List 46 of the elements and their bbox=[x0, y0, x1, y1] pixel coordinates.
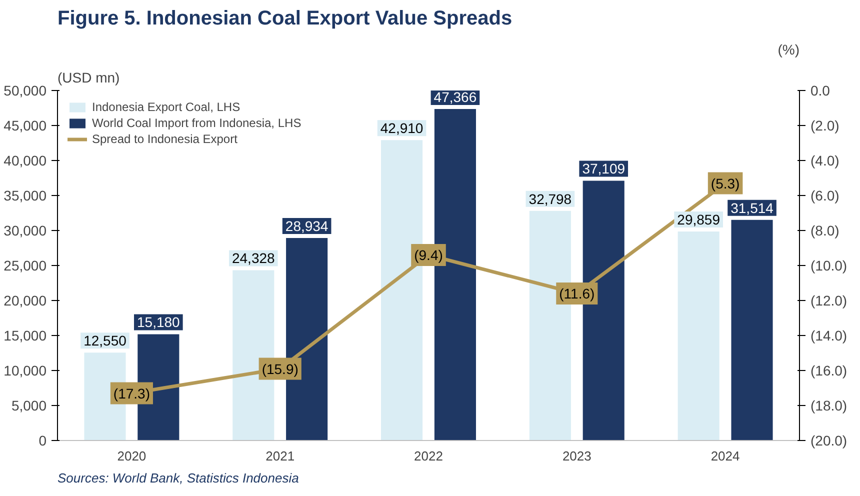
data-label: 32,798 bbox=[528, 190, 572, 207]
y-tick-label: 0 bbox=[38, 432, 47, 448]
y2-axis-title: (%) bbox=[778, 42, 800, 58]
y-tick-label: 40,000 bbox=[4, 152, 47, 168]
data-label: 31,514 bbox=[730, 200, 774, 216]
x-tick-label: 2023 bbox=[562, 448, 592, 464]
y2-tick-label: (20.0) bbox=[810, 432, 848, 448]
data-label: 29,859 bbox=[677, 211, 720, 228]
legend-label: Spread to Indonesia Export bbox=[92, 132, 238, 146]
y2-tick-label: (10.0) bbox=[810, 258, 848, 274]
data-label: 24,328 bbox=[232, 250, 276, 266]
source-note: Sources: World Bank, Statistics Indonesia bbox=[58, 470, 299, 486]
data-label: 15,180 bbox=[137, 314, 180, 330]
y-tick-label: 35,000 bbox=[4, 188, 47, 204]
y-tick-label: 20,000 bbox=[4, 292, 47, 308]
legend-label: Indonesia Export Coal, LHS bbox=[92, 100, 240, 114]
data-label: 12,550 bbox=[84, 332, 127, 349]
y2-tick-label: (8.0) bbox=[810, 222, 840, 238]
legend-label: World Coal Import from Indonesia, LHS bbox=[92, 116, 302, 130]
x-tick-label: 2020 bbox=[117, 448, 146, 464]
y2-tick-label: 0.0 bbox=[810, 82, 830, 98]
x-tick-label: 2024 bbox=[710, 448, 740, 464]
x-tick-label: 2022 bbox=[414, 448, 443, 464]
y-tick-label: 45,000 bbox=[4, 118, 47, 134]
y-tick-label: 25,000 bbox=[4, 258, 47, 274]
y-tick-label: 50,000 bbox=[4, 82, 47, 98]
y2-tick-label: (2.0) bbox=[810, 118, 840, 134]
y2-tick-label: (14.0) bbox=[810, 328, 848, 344]
y-tick-label: 5,000 bbox=[11, 398, 47, 414]
y2-tick-label: (16.0) bbox=[810, 362, 848, 378]
y2-tick-label: (6.0) bbox=[810, 188, 840, 204]
data-label: 47,366 bbox=[434, 88, 477, 105]
x-tick-label: 2021 bbox=[266, 448, 295, 464]
y2-tick-label: (18.0) bbox=[810, 398, 848, 414]
chart-title: Figure 5. Indonesian Coal Export Value Spreads bbox=[58, 8, 512, 30]
bar bbox=[731, 220, 773, 440]
data-label: 42,910 bbox=[380, 120, 424, 136]
y2-tick-label: (4.0) bbox=[810, 152, 840, 168]
y-tick-label: 15,000 bbox=[4, 328, 47, 344]
y2-tick-label: (12.0) bbox=[810, 292, 848, 308]
data-label: 28,934 bbox=[285, 218, 328, 234]
data-label: 37,109 bbox=[582, 160, 626, 177]
y-tick-label: 30,000 bbox=[4, 222, 47, 238]
y-tick-label: 10,000 bbox=[4, 362, 47, 378]
y-axis-title: (USD mn) bbox=[58, 70, 120, 86]
bar bbox=[678, 231, 720, 440]
